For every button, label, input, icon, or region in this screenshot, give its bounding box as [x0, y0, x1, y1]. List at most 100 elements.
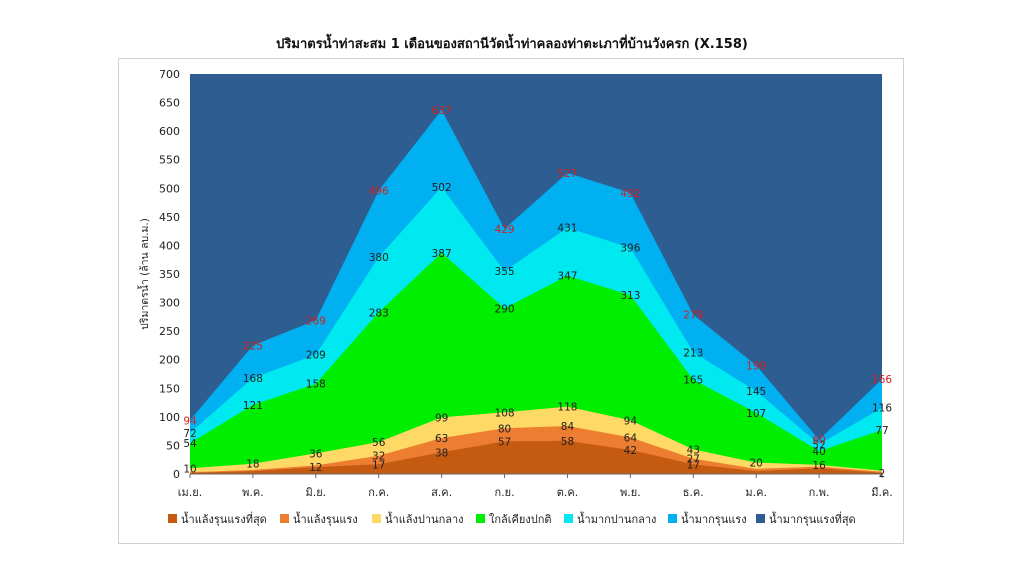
x-tick-label-11: มี.ค. — [871, 486, 893, 499]
y-tick-label-2: 100 — [159, 411, 180, 424]
data-label-s0-8: 17 — [687, 459, 700, 471]
data-label-s5-6: 527 — [557, 168, 577, 180]
y-tick-label-7: 350 — [159, 268, 180, 281]
data-label-s4-0: 72 — [183, 428, 196, 440]
y-tick-label-13: 650 — [159, 97, 180, 110]
data-label-s3-5: 290 — [495, 303, 515, 315]
data-label-s3-1: 121 — [243, 400, 263, 412]
y-tick-label-9: 450 — [159, 211, 180, 224]
y-tick-label-5: 250 — [159, 325, 180, 338]
data-label-s3-10: 40 — [812, 446, 825, 458]
legend-label-2: น้ำแล้งปานกลาง — [385, 511, 464, 526]
y-tick-label-8: 400 — [159, 239, 180, 252]
x-tick-label-9: ม.ค. — [745, 486, 767, 499]
x-tick-label-10: ก.พ. — [809, 486, 830, 499]
x-tick-label-6: ต.ค. — [557, 486, 579, 499]
legend-label-1: น้ำแล้งรุนแรง — [293, 511, 358, 526]
data-label-s4-1: 168 — [243, 373, 263, 385]
data-label-s0-7: 42 — [624, 445, 637, 457]
data-label-s1-3: 32 — [372, 451, 385, 463]
chart-frame — [118, 58, 904, 544]
data-label-s1-8: 27 — [687, 454, 700, 466]
data-label-s2-9: 20 — [749, 458, 762, 470]
data-label-s4-8: 213 — [683, 347, 703, 359]
area-series-3 — [190, 252, 882, 474]
data-label-s0-2: 12 — [309, 462, 322, 474]
legend-swatch-6 — [756, 514, 765, 523]
data-label-s3-4: 387 — [432, 248, 452, 260]
legend-swatch-4 — [564, 514, 573, 523]
legend-label-4: น้ำมากปานกลาง — [577, 511, 656, 526]
x-tick-label-1: พ.ค. — [242, 486, 264, 499]
x-tick-label-3: ก.ค. — [368, 486, 389, 499]
x-tick-label-2: มิ.ย. — [305, 486, 326, 499]
legend-swatch-1 — [280, 514, 289, 523]
legend-label-0: น้ำแล้งรุนแรงที่สุด — [181, 511, 267, 526]
data-label-s4-2: 209 — [306, 350, 326, 362]
data-label-s4-11: 116 — [872, 403, 892, 415]
data-label-s2-6: 118 — [557, 402, 577, 414]
data-label-s2-4: 99 — [435, 412, 448, 424]
data-label-s4-10: 52 — [812, 439, 825, 451]
data-label-s5-1: 225 — [243, 340, 263, 352]
data-label-s2-7: 94 — [624, 415, 638, 427]
data-label-s2-1: 18 — [246, 459, 259, 471]
data-label-s3-0: 54 — [183, 438, 197, 450]
data-label-s3-2: 158 — [306, 379, 326, 391]
y-tick-label-10: 500 — [159, 182, 180, 195]
y-tick-label-11: 550 — [159, 154, 180, 167]
data-label-s1-6: 84 — [561, 421, 575, 433]
data-label-s5-7: 492 — [620, 188, 640, 200]
data-label-s3-9: 107 — [746, 408, 766, 420]
data-label-s2-10: 16 — [812, 460, 826, 472]
legend-label-5: น้ำมากรุนแรง — [681, 511, 747, 526]
data-label-s4-6: 431 — [557, 223, 577, 235]
data-label-s5-5: 429 — [495, 224, 515, 236]
x-tick-label-5: ก.ย. — [494, 486, 514, 499]
data-label-s1-5: 80 — [498, 423, 511, 435]
y-tick-label-14: 700 — [159, 68, 180, 81]
data-label-s0-5: 57 — [498, 436, 511, 448]
data-label-s3-3: 283 — [369, 307, 389, 319]
y-tick-label-6: 300 — [159, 297, 180, 310]
y-tick-label-12: 600 — [159, 125, 180, 138]
data-label-s4-7: 396 — [620, 243, 640, 255]
data-label-s0-4: 38 — [435, 447, 448, 459]
data-label-s5-2: 269 — [306, 315, 326, 327]
x-tick-label-4: ส.ค. — [431, 486, 452, 499]
legend-swatch-3 — [476, 514, 485, 523]
y-tick-label-0: 0 — [173, 468, 180, 481]
data-label-s5-10: 60 — [812, 435, 825, 447]
data-label-s3-11: 77 — [875, 425, 888, 437]
data-label-s2-3: 56 — [372, 437, 386, 449]
data-label-s4-5: 355 — [495, 266, 515, 278]
legend-swatch-2 — [372, 514, 381, 523]
data-label-s0-6: 58 — [561, 436, 574, 448]
data-label-s5-4: 637 — [432, 105, 452, 117]
x-tick-label-7: พ.ย. — [620, 486, 641, 499]
data-label-s3-7: 313 — [620, 290, 640, 302]
data-label-s3-8: 165 — [683, 375, 703, 387]
y-tick-label-1: 50 — [166, 439, 180, 452]
data-label-s2-5: 108 — [495, 407, 515, 419]
legend-swatch-0 — [168, 514, 177, 523]
data-label-s3-6: 347 — [557, 271, 577, 283]
legend-swatch-5 — [668, 514, 677, 523]
y-tick-label-4: 200 — [159, 354, 180, 367]
data-label-s5-11: 166 — [872, 374, 892, 386]
data-label-s2-0: 10 — [183, 463, 196, 475]
area-series-0 — [190, 440, 882, 474]
data-label-s4-4: 502 — [432, 182, 452, 194]
chart-title: ปริมาตรน้ำท่าสะสม 1 เดือนของสถานีวัดน้ำท… — [276, 37, 748, 52]
data-label-s4-9: 145 — [746, 386, 766, 398]
data-label-s0-11: 2 — [879, 468, 886, 480]
data-label-s1-7: 64 — [624, 432, 638, 444]
data-label-s0-3: 17 — [372, 459, 385, 471]
data-label-s2-8: 43 — [687, 444, 700, 456]
legend-label-3: ใกล้เคียงปกติ — [489, 513, 552, 526]
legend-label-6: น้ำมากรุนแรงที่สุด — [769, 511, 856, 526]
data-label-s5-9: 190 — [746, 360, 766, 372]
x-tick-label-8: ธ.ค. — [683, 486, 704, 499]
y-axis-label: ปริมาตรน้ำ (ล้าน ลบ.ม.) — [137, 218, 151, 330]
